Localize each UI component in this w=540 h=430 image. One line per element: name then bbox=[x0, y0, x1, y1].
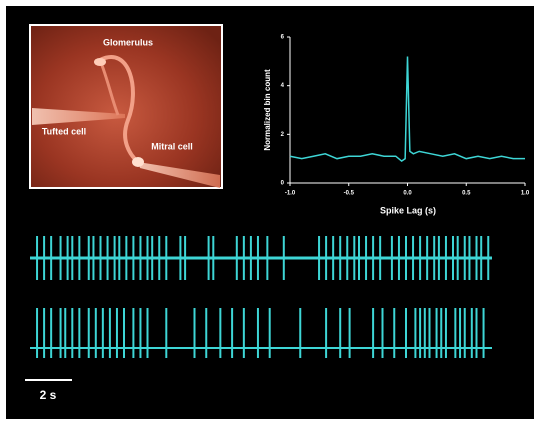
image-label: Tufted cell bbox=[42, 126, 86, 136]
x-tick-label: -1.0 bbox=[285, 191, 296, 197]
image-label: Mitral cell bbox=[151, 141, 193, 151]
x-tick-label: 1.0 bbox=[521, 191, 530, 197]
x-tick-label: -0.5 bbox=[344, 191, 355, 197]
figure: Glomerulus Tufted cell Mitral cell Spike… bbox=[0, 0, 540, 425]
x-axis-label: Spike Lag (s) bbox=[380, 205, 436, 215]
y-axis-label: Normalized bin count bbox=[263, 69, 272, 151]
micrograph: Glomerulus Tufted cell Mitral cell bbox=[30, 25, 222, 188]
image-label: Glomerulus bbox=[103, 37, 153, 47]
x-tick-label: 0.5 bbox=[462, 191, 471, 197]
x-tick-label: 0.0 bbox=[403, 191, 412, 197]
scale-bar-label: 2 s bbox=[40, 388, 57, 402]
